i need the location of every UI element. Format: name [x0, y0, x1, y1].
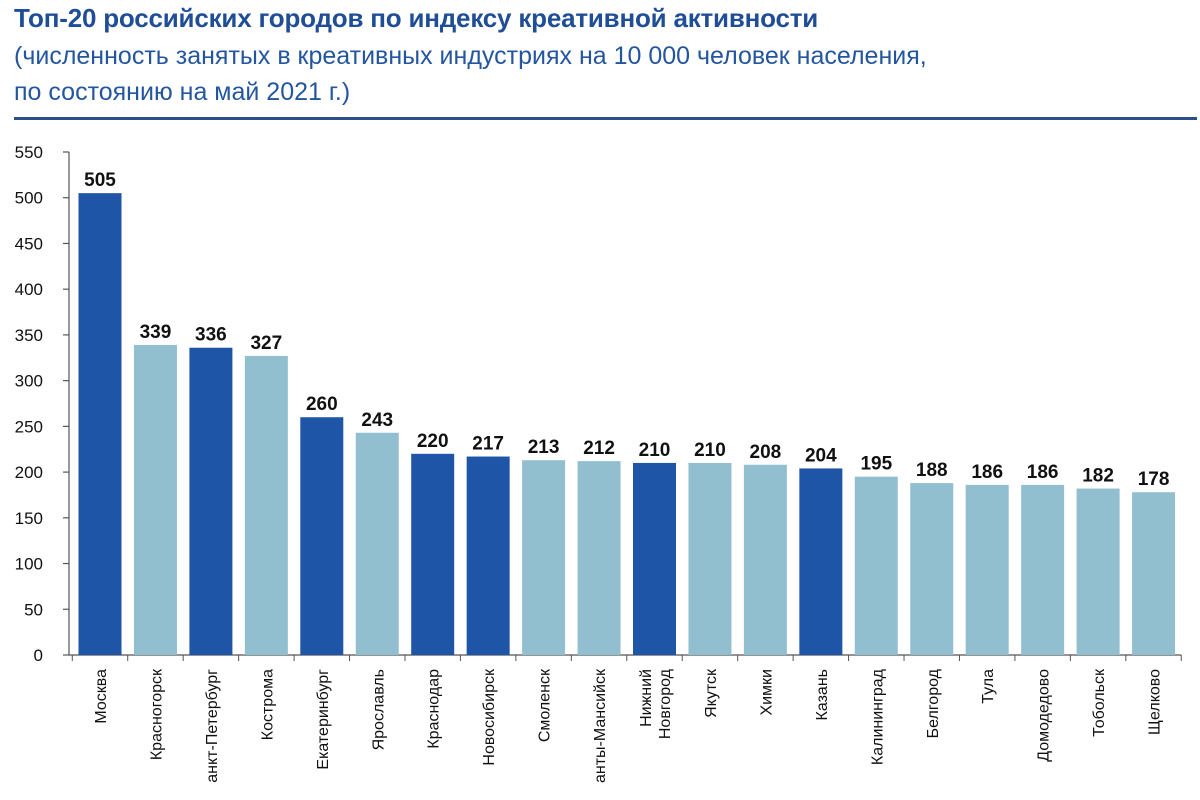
x-tick-label: Химки: [758, 669, 775, 716]
x-tick-label: Нижний Новгород: [638, 668, 674, 739]
y-tick-label: 150: [15, 509, 43, 528]
bar-value-label: 178: [1138, 469, 1170, 490]
bar-value-label: 213: [528, 437, 560, 458]
subtitle-line-1: (численность занятых в креативных индуст…: [14, 42, 927, 70]
bar: [633, 462, 676, 655]
x-tick-label-line: Новосибирск: [481, 668, 498, 766]
x-tick-label: Белгород: [925, 668, 942, 738]
x-tick-label: Якутск: [703, 668, 720, 718]
bar-value-label: 188: [916, 460, 948, 481]
bar: [189, 347, 233, 655]
bar-value-label: 217: [472, 434, 504, 455]
bar-value-label: 260: [306, 394, 338, 415]
x-tick-label-line: Щелково: [1147, 669, 1164, 735]
x-tick-label-line: Якутск: [703, 668, 720, 718]
y-tick-label: 350: [15, 326, 43, 345]
y-tick-label: 50: [24, 600, 43, 619]
bar: [133, 344, 177, 655]
bar-value-label: 339: [140, 322, 172, 343]
bar: [355, 432, 399, 655]
x-tick-label-line: Химки: [758, 669, 775, 716]
x-tick-label: Тобольск: [1091, 668, 1108, 737]
x-tick-label-line: Тобольск: [1091, 668, 1108, 737]
y-tick-label: 300: [15, 372, 43, 391]
x-tick-label-line: Екатеринбург: [315, 669, 332, 770]
bar: [743, 464, 787, 655]
y-tick-label: 200: [15, 463, 43, 482]
x-tick-label: Казань: [814, 669, 831, 720]
chart-subtitle: (численность занятых в креативных индуст…: [14, 38, 1164, 110]
x-tick-label-line: Ярославль: [370, 669, 387, 750]
bar: [78, 193, 122, 655]
x-tick-label-line: Краснодар: [426, 669, 443, 749]
bar: [799, 468, 843, 655]
x-tick-label-line: Домодедово: [1036, 669, 1053, 762]
x-tick-label-line: Москва: [93, 669, 110, 724]
bar-value-label: 243: [361, 410, 393, 431]
x-tick-label-line: Белгород: [925, 668, 942, 738]
y-tick-label: 400: [15, 280, 43, 299]
x-tick-label: Екатеринбург: [315, 669, 332, 770]
x-tick-label: Новосибирск: [481, 668, 498, 766]
y-tick-label: 100: [15, 555, 43, 574]
x-tick-label: Тула: [980, 669, 997, 704]
x-tick-label: Домодедово: [1036, 669, 1053, 762]
y-tick-label: 250: [15, 417, 43, 436]
bar: [411, 453, 455, 655]
bar-value-label: 210: [694, 440, 726, 461]
x-tick-label: Калининград: [869, 668, 886, 765]
bar: [522, 460, 566, 655]
bar-value-label: 208: [750, 442, 782, 463]
bar: [1132, 492, 1176, 655]
x-tick-label: Кострома: [259, 669, 276, 740]
x-tick-label-line: Тула: [980, 669, 997, 704]
bar-value-label: 186: [1027, 462, 1059, 483]
bar-value-label: 220: [417, 431, 449, 452]
x-tick-label: Щелково: [1147, 669, 1164, 735]
x-tick-label: анты-Мансийск: [592, 668, 609, 783]
x-tick-label: анкт-Петербург: [204, 669, 221, 783]
x-tick-label-line: анкт-Петербург: [204, 669, 221, 783]
bar-value-label: 505: [84, 170, 116, 191]
bar: [466, 456, 510, 655]
x-tick-label-line: Нижний: [638, 669, 655, 727]
bar-value-label: 336: [195, 325, 227, 346]
title-divider: [14, 117, 1197, 120]
bar-value-label: 186: [971, 462, 1003, 483]
x-tick-label-line: анты-Мансийск: [592, 668, 609, 783]
x-tick-label-line: Калининград: [869, 668, 886, 765]
x-tick-label: Смоленск: [537, 668, 554, 742]
bar: [854, 476, 898, 655]
bar-value-label: 182: [1082, 466, 1114, 487]
bar-value-label: 212: [583, 438, 615, 459]
bar: [244, 355, 288, 655]
bar: [577, 461, 621, 655]
y-tick-label: 450: [15, 234, 43, 253]
subtitle-line-2: по состоянию на май 2021 г.): [14, 78, 351, 106]
x-tick-label: Москва: [93, 669, 110, 724]
bar: [965, 484, 1009, 655]
bar-value-label: 195: [860, 454, 892, 475]
bar: [300, 417, 344, 655]
bar-value-label: 204: [805, 445, 837, 466]
bar: [1021, 484, 1065, 655]
x-tick-label-line: Красногорск: [148, 668, 165, 760]
x-tick-label-line: Новгород: [657, 668, 674, 739]
x-tick-label-line: Смоленск: [537, 668, 554, 742]
bar-value-label: 327: [250, 333, 282, 354]
bar: [688, 462, 732, 655]
x-tick-label: Ярославль: [370, 669, 387, 750]
bar: [1076, 488, 1120, 655]
y-tick-label: 500: [15, 189, 43, 208]
x-tick-label-line: Кострома: [259, 669, 276, 740]
x-tick-label: Красногорск: [148, 668, 165, 760]
x-tick-label-line: Казань: [814, 669, 831, 720]
y-tick-label: 550: [15, 143, 43, 162]
y-tick-label: 0: [34, 646, 43, 665]
x-tick-label: Краснодар: [426, 669, 443, 749]
chart-title: Топ-20 российских городов по индексу кре…: [14, 3, 819, 33]
bar: [910, 483, 954, 655]
bar-value-label: 210: [639, 440, 671, 461]
